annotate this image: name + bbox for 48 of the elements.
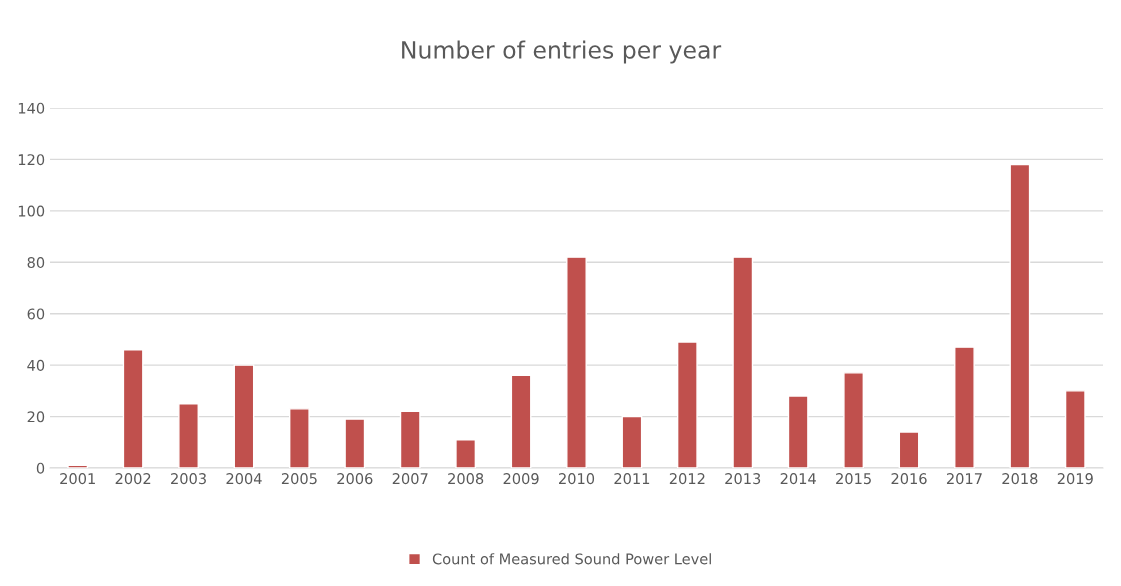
bar: [178, 403, 199, 468]
legend-label: Count of Measured Sound Power Level: [432, 553, 711, 565]
bar: [787, 395, 809, 468]
y-tick-label: 20: [27, 411, 45, 423]
x-tick-label: 2003: [171, 473, 206, 485]
x-tick-label: 2010: [559, 473, 595, 485]
bar: [455, 439, 477, 468]
bar: [344, 418, 366, 468]
bar: [676, 341, 698, 468]
y-tick-label: 0: [36, 462, 45, 474]
bar: [898, 431, 920, 468]
x-tick-label: 2015: [836, 473, 871, 485]
chart-title: Number of entries per year: [402, 40, 722, 64]
x-tick-label: 2005: [281, 473, 317, 485]
y-tick-label: 60: [27, 308, 45, 320]
y-tick-label: 100: [18, 205, 45, 217]
y-tick-label: 140: [18, 102, 45, 114]
bar: [843, 372, 864, 468]
x-tick-label: 2009: [503, 473, 539, 485]
x-tick-label: 2017: [946, 473, 982, 485]
x-tick-label: 2014: [780, 473, 816, 485]
y-tick-label: 40: [27, 359, 45, 371]
x-tick-label: 2001: [60, 473, 95, 485]
bar: [1009, 163, 1031, 468]
x-tick-label: 2007: [392, 473, 428, 485]
x-tick-label: 2018: [1002, 473, 1038, 485]
x-tick-label: 2019: [1057, 473, 1093, 485]
y-tick-label: 120: [18, 154, 45, 166]
x-tick-label: 2004: [226, 473, 262, 485]
x-tick-label: 2016: [891, 473, 927, 485]
bar: [67, 464, 89, 468]
y-tick-label: 80: [27, 257, 45, 269]
bar: [954, 346, 975, 468]
x-tick-label: 2011: [614, 473, 650, 485]
bar: [732, 256, 754, 468]
bar: [1064, 390, 1086, 468]
bar: [289, 408, 310, 468]
bar: [233, 364, 255, 468]
bar: [122, 349, 144, 468]
x-tick-label: 2012: [669, 473, 705, 485]
bar: [510, 374, 532, 468]
x-tick-label: 2006: [337, 473, 373, 485]
x-tick-label: 2013: [725, 473, 761, 485]
x-tick-label: 2002: [115, 473, 151, 485]
bar: [399, 410, 421, 468]
bar: [566, 256, 587, 468]
x-tick-label: 2008: [448, 473, 484, 485]
bar: [621, 415, 643, 468]
